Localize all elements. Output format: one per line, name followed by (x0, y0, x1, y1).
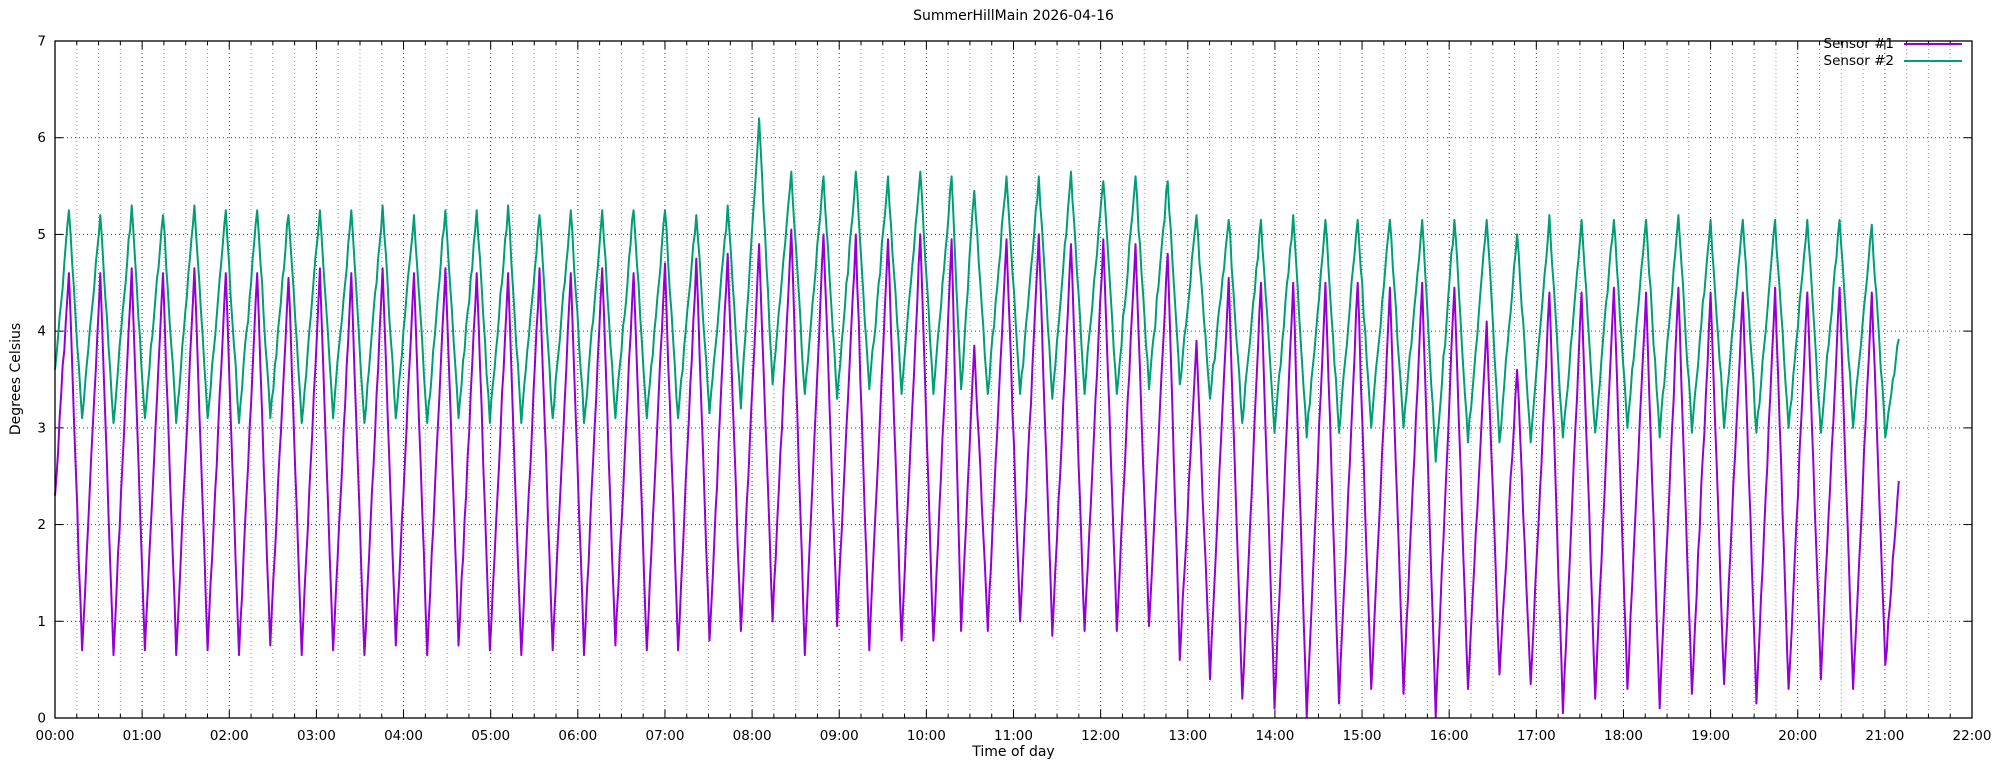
x-tick-label: 05:00 (471, 728, 510, 744)
x-tick-label: 02:00 (210, 728, 249, 744)
y-tick-label: 1 (37, 614, 46, 630)
legend-row-sensor2: Sensor #2 (1824, 53, 1962, 69)
x-tick-label: 10:00 (907, 728, 946, 744)
x-tick-label: 13:00 (1168, 728, 1207, 744)
x-tick-label: 12:00 (1081, 728, 1120, 744)
legend-row-sensor1: Sensor #1 (1824, 36, 1962, 52)
plot-border (54, 40, 1973, 719)
x-tick-label: 20:00 (1778, 728, 1817, 744)
legend: Sensor #1 Sensor #2 (1824, 36, 1962, 69)
x-tick-label: 19:00 (1691, 728, 1730, 744)
x-tick-label: 03:00 (297, 728, 336, 744)
x-tick-label: 15:00 (1343, 728, 1382, 744)
x-tick-label: 01:00 (123, 728, 162, 744)
x-tick-label: 09:00 (820, 728, 859, 744)
y-tick-label: 5 (37, 227, 46, 243)
x-tick-label: 16:00 (1430, 728, 1469, 744)
x-tick-label: 00:00 (36, 728, 75, 744)
x-axis-title: Time of day (972, 744, 1055, 760)
x-tick-label: 04:00 (384, 728, 423, 744)
x-tick-label: 17:00 (1517, 728, 1556, 744)
legend-line-sensor2-swatch (1904, 60, 1962, 62)
legend-label-sensor1: Sensor #1 (1823, 36, 1894, 52)
y-axis-title: Degrees Celsius (8, 322, 24, 436)
y-tick-label: 4 (37, 324, 46, 340)
y-tick-label: 3 (37, 420, 46, 436)
chart-title: SummerHillMain 2026-04-16 (913, 8, 1114, 24)
y-tick-label: 6 (37, 130, 46, 146)
x-tick-label: 21:00 (1865, 728, 1904, 744)
legend-label-sensor2: Sensor #2 (1823, 53, 1894, 69)
x-tick-label: 22:00 (1953, 728, 1992, 744)
x-tick-label: 06:00 (558, 728, 597, 744)
x-tick-label: 14:00 (1255, 728, 1294, 744)
y-tick-label: 7 (37, 34, 46, 50)
x-tick-label: 07:00 (646, 728, 685, 744)
series-line-2 (54, 117, 1900, 463)
legend-line-sensor1-swatch (1904, 43, 1962, 45)
x-tick-label: 18:00 (1604, 728, 1643, 744)
y-tick-label: 2 (37, 517, 46, 533)
y-tick-label: 0 (37, 711, 46, 727)
x-tick-label: 11:00 (994, 728, 1033, 744)
series-line-1 (54, 228, 1900, 718)
x-tick-label: 08:00 (733, 728, 772, 744)
